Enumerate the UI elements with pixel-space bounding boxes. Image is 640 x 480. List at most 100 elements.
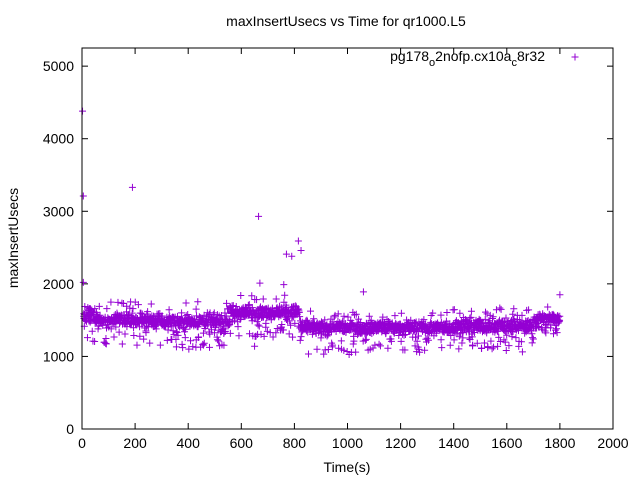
- data-point: [143, 322, 151, 330]
- data-point: [465, 334, 473, 342]
- data-point: [200, 339, 208, 347]
- data-point: [525, 306, 533, 314]
- data-point: [450, 336, 458, 344]
- data-point: [467, 313, 475, 321]
- data-point: [553, 325, 561, 333]
- data-point: [221, 309, 229, 317]
- data-point: [401, 330, 409, 338]
- data-point: [189, 343, 197, 351]
- data-point: [446, 341, 454, 349]
- data-point: [294, 305, 302, 313]
- data-point: [376, 342, 384, 350]
- data-point: [508, 333, 516, 341]
- data-point: [179, 344, 187, 352]
- data-point: [437, 311, 445, 319]
- data-point: [285, 317, 293, 325]
- outlier-point: [282, 250, 290, 258]
- data-point: [269, 333, 277, 341]
- data-point: [469, 341, 477, 349]
- data-point: [163, 336, 171, 344]
- data-point: [473, 339, 481, 347]
- data-point: [237, 291, 245, 299]
- data-point: [397, 309, 405, 317]
- data-point: [483, 310, 491, 318]
- data-point: [195, 333, 203, 341]
- data-point: [291, 319, 299, 327]
- data-point: [112, 323, 120, 331]
- data-point: [429, 309, 437, 317]
- data-point: [184, 310, 192, 318]
- data-point: [310, 315, 318, 323]
- data-point: [296, 313, 304, 321]
- legend-marker-symbol: [571, 53, 579, 61]
- data-point: [502, 347, 510, 355]
- data-point: [375, 340, 383, 348]
- data-point: [118, 340, 126, 348]
- data-point: [289, 333, 297, 341]
- x-tick-label: 800: [283, 435, 307, 451]
- data-point: [480, 339, 488, 347]
- data-point: [146, 339, 154, 347]
- data-point: [172, 335, 180, 343]
- data-point: [528, 330, 536, 338]
- data-point: [272, 329, 280, 337]
- data-point: [234, 323, 242, 331]
- data-point: [167, 323, 175, 331]
- x-tick-label: 1200: [385, 435, 416, 451]
- data-point: [350, 337, 358, 345]
- outlier-point: [556, 291, 564, 299]
- data-point: [331, 311, 339, 319]
- data-point: [181, 334, 189, 342]
- y-tick-label: 3000: [43, 203, 74, 219]
- data-point: [91, 338, 99, 346]
- data-point: [337, 337, 345, 345]
- data-point: [208, 326, 216, 334]
- data-point: [102, 340, 110, 348]
- data-point: [391, 312, 399, 320]
- data-point: [456, 309, 464, 317]
- data-point: [83, 334, 91, 342]
- data-point: [165, 306, 173, 314]
- data-point: [86, 318, 94, 326]
- outlier-point: [288, 252, 296, 260]
- data-point: [494, 327, 502, 335]
- data-point: [487, 337, 495, 345]
- data-point: [397, 337, 405, 345]
- data-point: [96, 311, 104, 319]
- outlier-point: [251, 342, 259, 350]
- data-point: [489, 313, 497, 321]
- data-point: [494, 342, 502, 350]
- data-point: [357, 318, 365, 326]
- plot-frame: [81, 47, 614, 430]
- data-point: [366, 345, 374, 353]
- data-point: [321, 316, 329, 324]
- data-point: [248, 304, 256, 312]
- data-point: [115, 328, 123, 336]
- data-point: [529, 335, 537, 343]
- legend-label: pg178o2nofp.cx10ac8r32: [390, 48, 545, 69]
- data-point: [222, 312, 230, 320]
- data-point: [279, 326, 287, 334]
- data-point: [518, 348, 526, 356]
- data-point: [281, 291, 289, 299]
- data-point: [450, 306, 458, 314]
- outlier-point: [79, 278, 87, 286]
- data-point: [142, 329, 150, 337]
- outlier-point: [256, 279, 264, 287]
- data-point: [140, 335, 148, 343]
- data-point: [248, 292, 256, 300]
- x-tick-label: 1000: [332, 435, 363, 451]
- data-point: [303, 317, 311, 325]
- data-point: [262, 319, 270, 327]
- data-point: [313, 345, 321, 353]
- data-point: [129, 305, 137, 313]
- data-point: [517, 338, 525, 346]
- x-tick-label: 1400: [438, 435, 469, 451]
- outlier-point: [128, 183, 136, 191]
- data-point: [509, 310, 517, 318]
- data-point: [318, 330, 326, 338]
- data-point: [194, 298, 202, 306]
- data-point: [478, 344, 486, 352]
- data-point: [110, 333, 118, 341]
